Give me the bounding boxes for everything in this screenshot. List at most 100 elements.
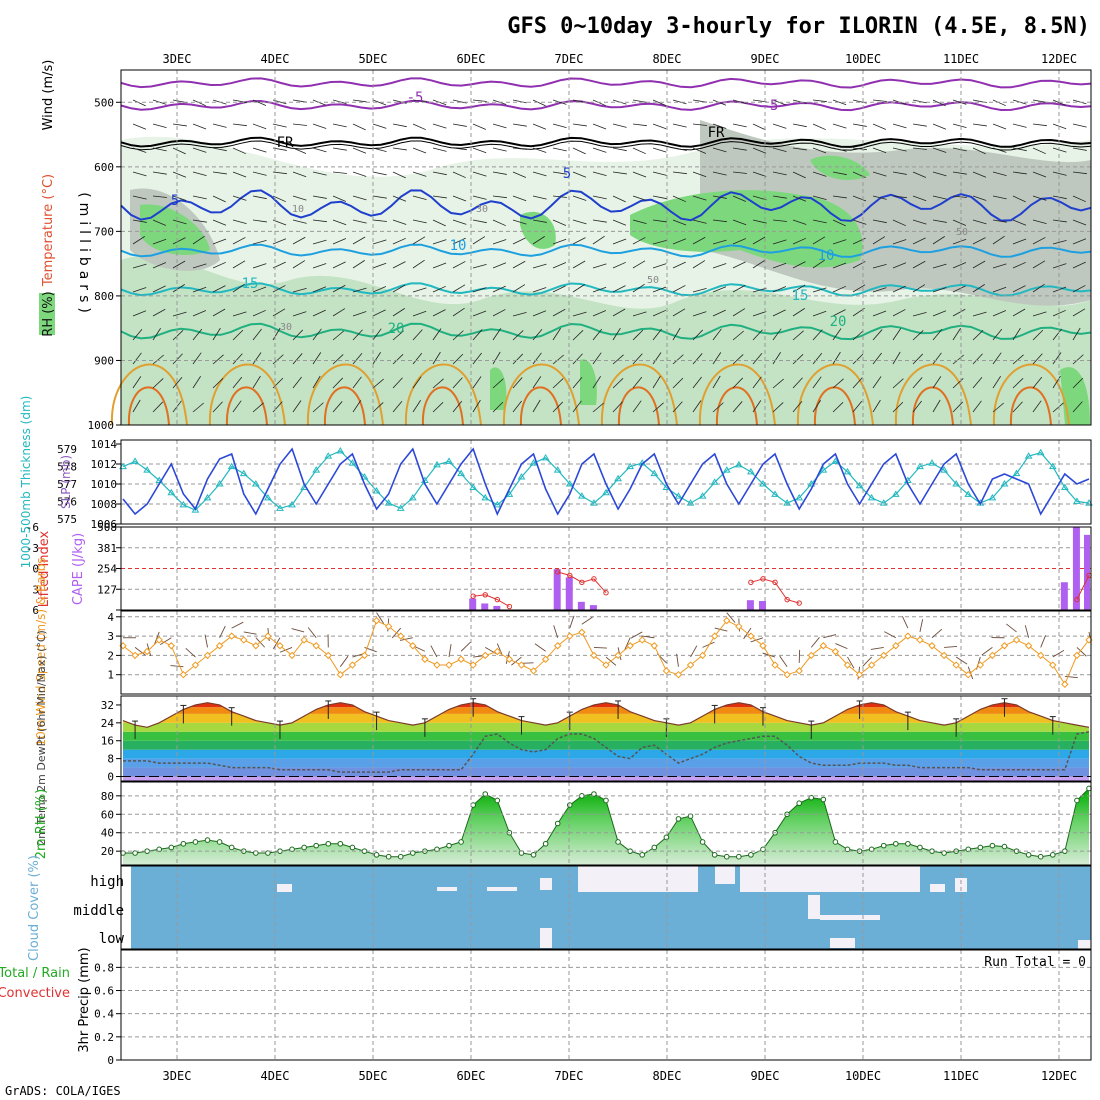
wind-barb xyxy=(1052,263,1067,269)
rh-area xyxy=(520,211,556,249)
wind-barb xyxy=(192,99,206,107)
wind-barb xyxy=(232,99,247,103)
wind-barb xyxy=(932,376,942,389)
wind-speed-point xyxy=(336,670,345,679)
lifted-index-line xyxy=(473,594,510,607)
temp-contour-25 xyxy=(600,363,678,426)
wind-barb xyxy=(912,377,923,389)
wind-barb xyxy=(932,171,947,177)
cloud-cover-label: Cloud Cover (%) xyxy=(27,855,42,961)
thickness-point xyxy=(916,462,924,470)
wind-barb xyxy=(672,171,687,175)
wind-speed-point xyxy=(131,651,139,660)
wind-speed-point xyxy=(155,636,163,644)
wind-speed-point xyxy=(590,651,598,660)
wind-speed-point xyxy=(469,661,477,669)
wind-barb xyxy=(992,310,1007,317)
rh-point xyxy=(736,853,742,860)
wind-barb xyxy=(1052,239,1067,245)
wind-barb xyxy=(1024,625,1030,638)
wind-barb xyxy=(312,239,327,245)
wind-barb xyxy=(1012,327,1021,341)
wind-barb xyxy=(892,195,907,199)
wind-barb xyxy=(552,147,567,152)
thickness-point xyxy=(1000,480,1009,487)
lifted-index-point xyxy=(1074,596,1080,603)
wind-barb xyxy=(492,328,502,341)
rh-point xyxy=(337,840,344,847)
thickness-point xyxy=(276,504,284,511)
wind-barb xyxy=(672,195,686,203)
contour-label: 15 xyxy=(242,276,259,292)
wind-barb xyxy=(652,239,667,245)
wind-barb xyxy=(832,285,846,293)
wind-barb xyxy=(812,287,827,293)
y-tick-label: 1 xyxy=(107,669,114,682)
wind-barb xyxy=(1032,260,1046,269)
wind-barb xyxy=(992,328,1003,341)
wind-speed-point xyxy=(855,670,864,679)
rh-point xyxy=(1074,797,1080,804)
wind-barb xyxy=(632,400,642,413)
wind-barb xyxy=(592,402,604,413)
wind-barb xyxy=(872,376,882,389)
contour-label: 15 xyxy=(792,288,809,304)
wind-barb xyxy=(952,123,967,129)
wind-barb xyxy=(992,219,1007,223)
cloud-row-high: high xyxy=(90,874,124,890)
wind-barb xyxy=(392,219,407,225)
wind-barb xyxy=(412,400,421,413)
wind-speed-point xyxy=(916,636,924,644)
wind-barb xyxy=(912,260,926,269)
wind-speed-point xyxy=(264,632,272,640)
wind-barb xyxy=(532,352,542,365)
thickness-slp-panel: 1006 1008 1010 1012 1014 575 576 577 578 579 1000… xyxy=(19,396,1093,568)
freezing-level xyxy=(120,140,1092,151)
contour-label: -5 xyxy=(762,98,779,114)
wind-barb xyxy=(192,286,207,293)
wind-barb xyxy=(492,351,501,365)
cloud-gap xyxy=(437,887,457,891)
rh-point xyxy=(1025,852,1032,858)
thickness-point xyxy=(131,457,139,464)
wind-barb xyxy=(712,402,724,413)
temp-band xyxy=(123,767,1089,777)
wind-barb xyxy=(1072,99,1087,105)
wind-barb xyxy=(726,612,736,623)
thickness-point xyxy=(529,459,538,466)
wind-barb xyxy=(1032,311,1047,317)
wind-barb xyxy=(132,352,142,365)
wind-barb xyxy=(592,352,602,365)
dewpoint-line xyxy=(123,731,1090,773)
wind-barb xyxy=(612,219,627,226)
wind-barb xyxy=(292,195,307,201)
wind-barb xyxy=(712,239,727,245)
wind-barb xyxy=(892,309,906,317)
wind-barb xyxy=(472,171,487,177)
thickness-tick-label: 575 xyxy=(57,513,77,526)
wind-barb xyxy=(712,147,727,153)
wind-barb xyxy=(312,328,322,341)
wind-barb xyxy=(992,195,1007,200)
wind-barb xyxy=(812,259,825,269)
wind-barb xyxy=(952,171,967,175)
wind-barb xyxy=(1072,219,1087,226)
wind-speed-point xyxy=(529,667,538,675)
bottom-date-label: 12DEC xyxy=(1041,1069,1077,1083)
thickness-point xyxy=(396,504,405,511)
temp2m-label: 2m Temp 2m DewPt (6hr Min/Max) (°C) xyxy=(35,630,48,846)
wind-barb xyxy=(352,123,366,131)
wind-barb xyxy=(472,352,482,365)
wind-barb xyxy=(512,330,524,341)
run-total: Run Total = 0 xyxy=(984,955,1086,970)
temp-band xyxy=(123,758,1089,768)
wind-speed-point xyxy=(747,632,755,640)
wind-barb xyxy=(352,219,367,224)
wind-barb xyxy=(932,310,947,317)
wind-barb xyxy=(132,399,141,413)
wind-barb xyxy=(792,99,807,104)
temp-contour-30 xyxy=(127,386,170,426)
thickness-point xyxy=(722,466,731,473)
wind-barb xyxy=(932,123,947,130)
wind-barb xyxy=(452,123,467,127)
